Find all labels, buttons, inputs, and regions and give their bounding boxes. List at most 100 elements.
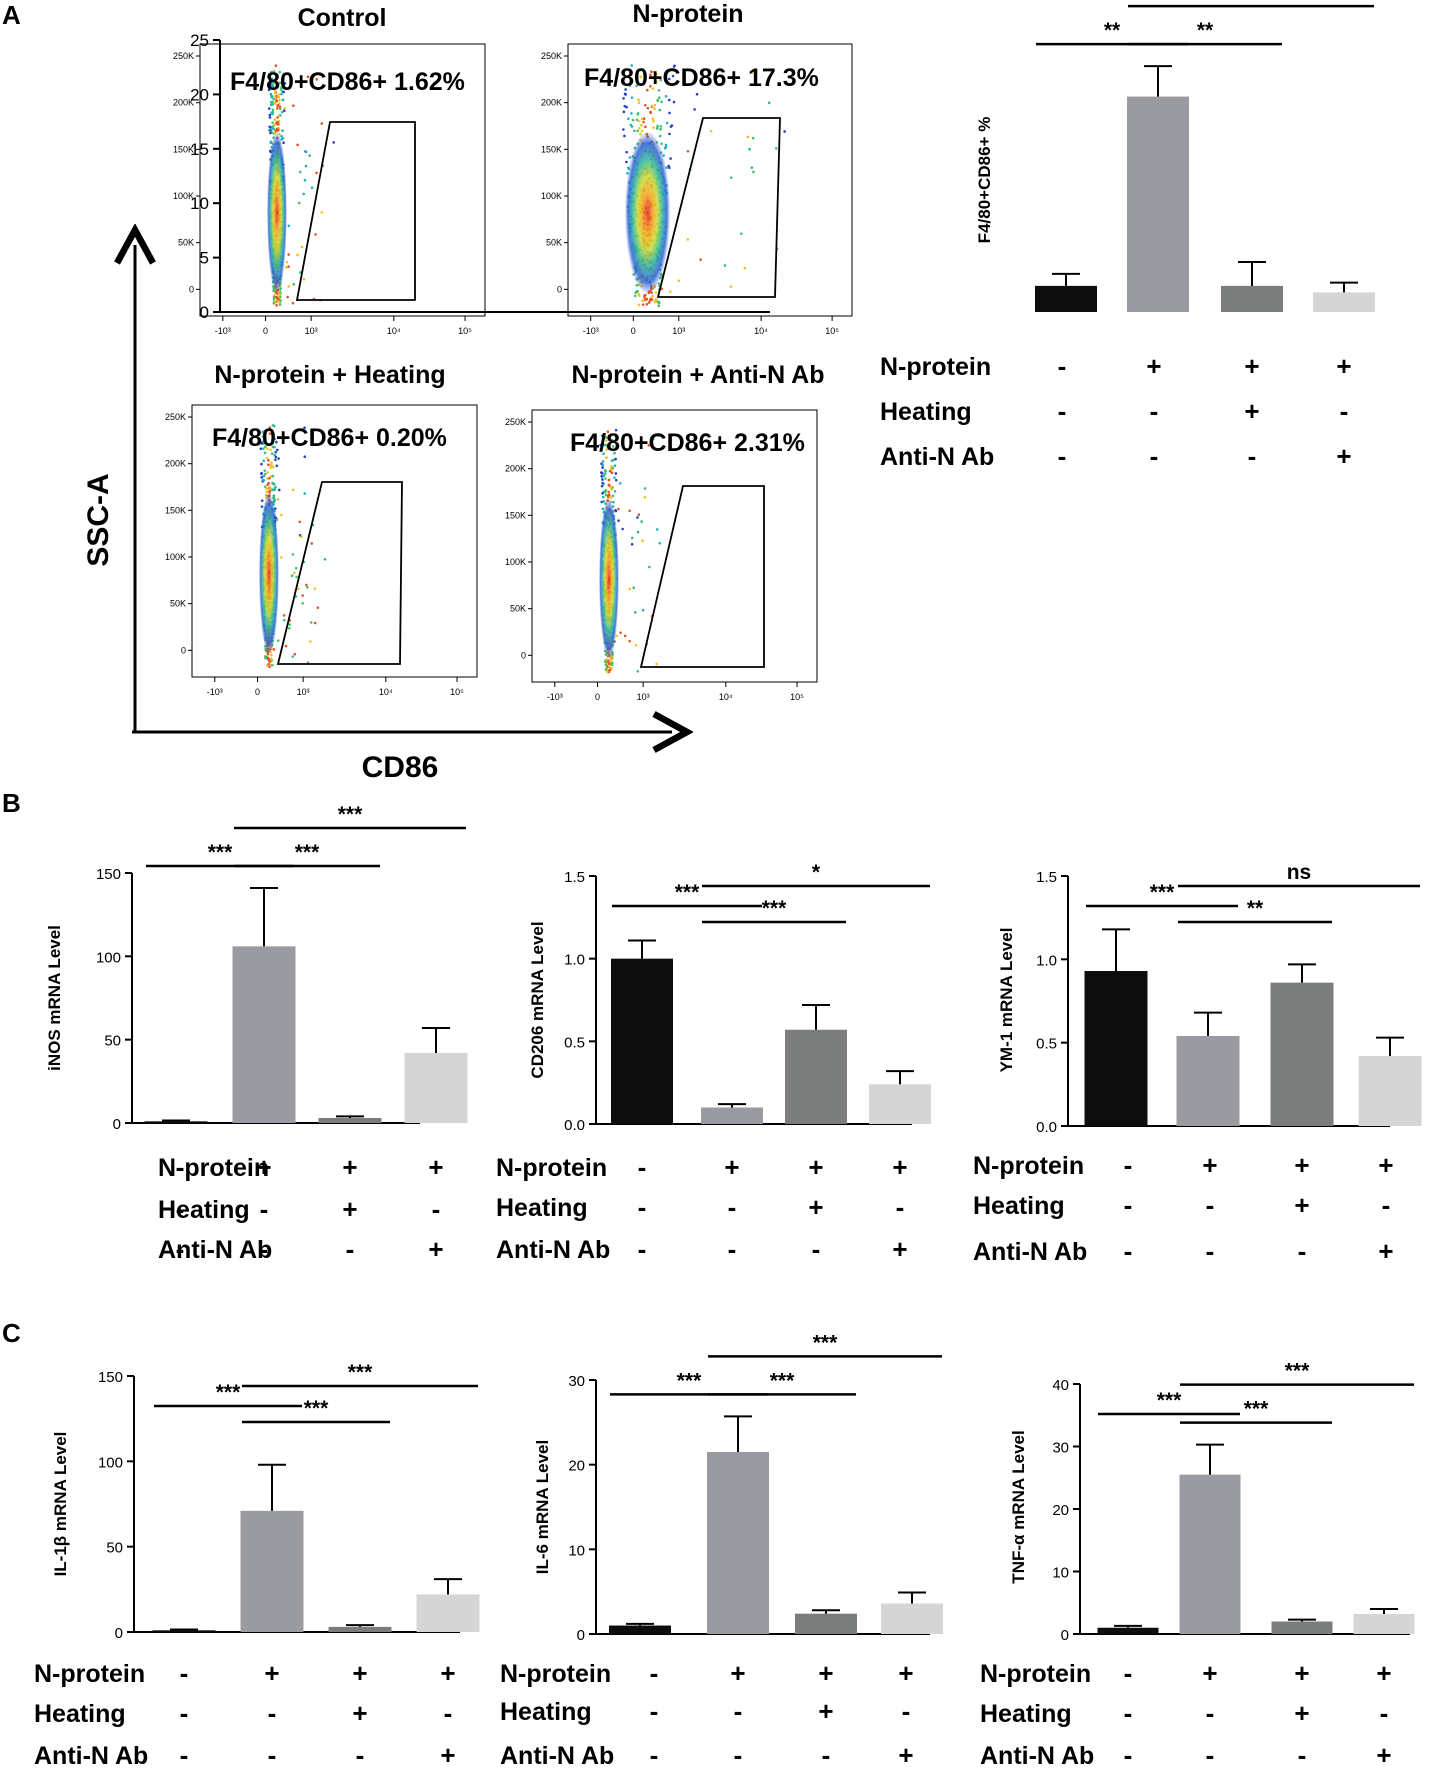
flow-event-dot [628, 639, 631, 643]
bar [232, 946, 296, 1123]
flow-event-dot [270, 452, 274, 455]
flow-event-dot [609, 496, 613, 499]
flow-event-dot [259, 447, 263, 451]
y-tick-label: 30 [1052, 1440, 1069, 1457]
bar [404, 1053, 468, 1123]
flow-event-dot [309, 621, 313, 624]
flow-event-dot [656, 434, 660, 437]
flow-x-tick-label: -10³ [207, 687, 223, 697]
flow-event-dot [278, 99, 281, 102]
condition-sign: - [650, 1740, 659, 1770]
flow-plot-frame [531, 409, 818, 683]
condition-sign: - [1124, 1236, 1133, 1266]
flow-event-dot [268, 665, 271, 669]
flow-event-dot [302, 277, 306, 281]
flow-event-dot [602, 500, 606, 503]
flow-event-dot [276, 298, 280, 301]
flow-event-dot [636, 516, 639, 519]
condition-sign: - [1058, 396, 1067, 426]
flow-event-dot [669, 125, 673, 128]
flow-event-dot [273, 102, 277, 105]
significance-label: *** [762, 897, 787, 920]
condition-sign: - [260, 1234, 269, 1264]
flow-event-dot [723, 264, 727, 267]
flow-event-dot [610, 663, 614, 667]
flow-event-dot [639, 75, 642, 79]
flow-event-dot [280, 556, 283, 559]
flow-event-dot [637, 294, 641, 297]
condition-sign: + [352, 1658, 367, 1688]
y-tick-label: 10 [568, 1542, 585, 1559]
flow-event-dot [613, 490, 617, 493]
bar [1271, 1621, 1333, 1634]
flow-event-dot [640, 520, 643, 523]
flow-event-dot [269, 475, 273, 478]
condition-sign: + [1376, 1740, 1391, 1770]
flow-event-dot [300, 535, 303, 538]
bar [611, 958, 673, 1124]
condition-sign: + [352, 1698, 367, 1728]
flow-event-dot [641, 608, 645, 612]
flow-event-dot [272, 483, 276, 486]
flow-event-dot [652, 126, 655, 129]
condition-sign: - [734, 1696, 743, 1726]
flow-event-dot [269, 140, 273, 144]
condition-sign: - [896, 1192, 905, 1222]
y-tick-label: 15 [190, 140, 209, 159]
flow-event-dot [281, 129, 284, 132]
y-tick-label: 10 [1052, 1565, 1069, 1582]
flow-event-dot [623, 634, 627, 638]
flow-y-tick-label: 0 [189, 284, 194, 294]
flow-event-dot [660, 100, 663, 104]
flow-event-dot [304, 164, 308, 168]
flow-density-core [258, 492, 279, 656]
condition-sign: + [256, 1152, 271, 1182]
flow-event-dot [657, 304, 661, 308]
condition-sign: + [1146, 351, 1161, 381]
flow-event-dot [608, 668, 611, 672]
flow-event-dot [605, 456, 608, 459]
condition-sign: - [638, 1152, 647, 1182]
condition-sign: - [432, 1194, 441, 1224]
flow-event-dot [657, 89, 661, 92]
flow-event-dot [653, 107, 656, 110]
flow-x-tick-label: 10⁴ [387, 326, 401, 336]
flow-event-dot [295, 575, 298, 579]
flow-event-dot [635, 84, 638, 88]
flow-event-dot [266, 471, 269, 474]
flow-gate [656, 117, 781, 298]
condition-sign: + [1294, 1190, 1309, 1220]
condition-sign: + [892, 1234, 907, 1264]
condition-sign: + [342, 1194, 357, 1224]
y-tick-label: 0 [577, 1627, 585, 1644]
flow-event-dot [604, 443, 608, 447]
y-tick-label: 5 [200, 249, 209, 268]
condition-sign: - [902, 1696, 911, 1726]
y-tick-label: 20 [568, 1458, 585, 1475]
flow-event-dot [601, 495, 605, 499]
flow-y-tick-label: 200K [173, 98, 194, 108]
flow-event-dot [637, 98, 640, 102]
flow-event-dot [286, 295, 289, 299]
flow-event-dot [274, 485, 277, 489]
flow-event-dot [644, 125, 647, 129]
flow-event-dot [306, 75, 310, 79]
bar [1270, 982, 1334, 1126]
flow-event-dot [310, 542, 314, 545]
flow-event-dot [646, 106, 650, 110]
condition-sign: + [808, 1152, 823, 1182]
flow-event-dot [279, 299, 282, 302]
flow-event-dot [282, 614, 286, 617]
flow-event-dot [320, 211, 324, 214]
flow-gate-label: F4/80+CD86+ 1.62% [230, 68, 465, 96]
flow-gate-label: F4/80+CD86+ 0.20% [212, 424, 447, 452]
flow-event-dot [332, 141, 335, 144]
flow-event-dot [269, 448, 272, 452]
y-tick-label: 0 [115, 1625, 123, 1642]
flow-event-dot [301, 594, 304, 597]
flow-event-dot [643, 296, 646, 299]
flow-event-dot [313, 587, 317, 590]
y-tick-label: 0 [113, 1116, 121, 1133]
flow-event-dot [630, 96, 634, 99]
flow-event-dot [261, 435, 265, 438]
